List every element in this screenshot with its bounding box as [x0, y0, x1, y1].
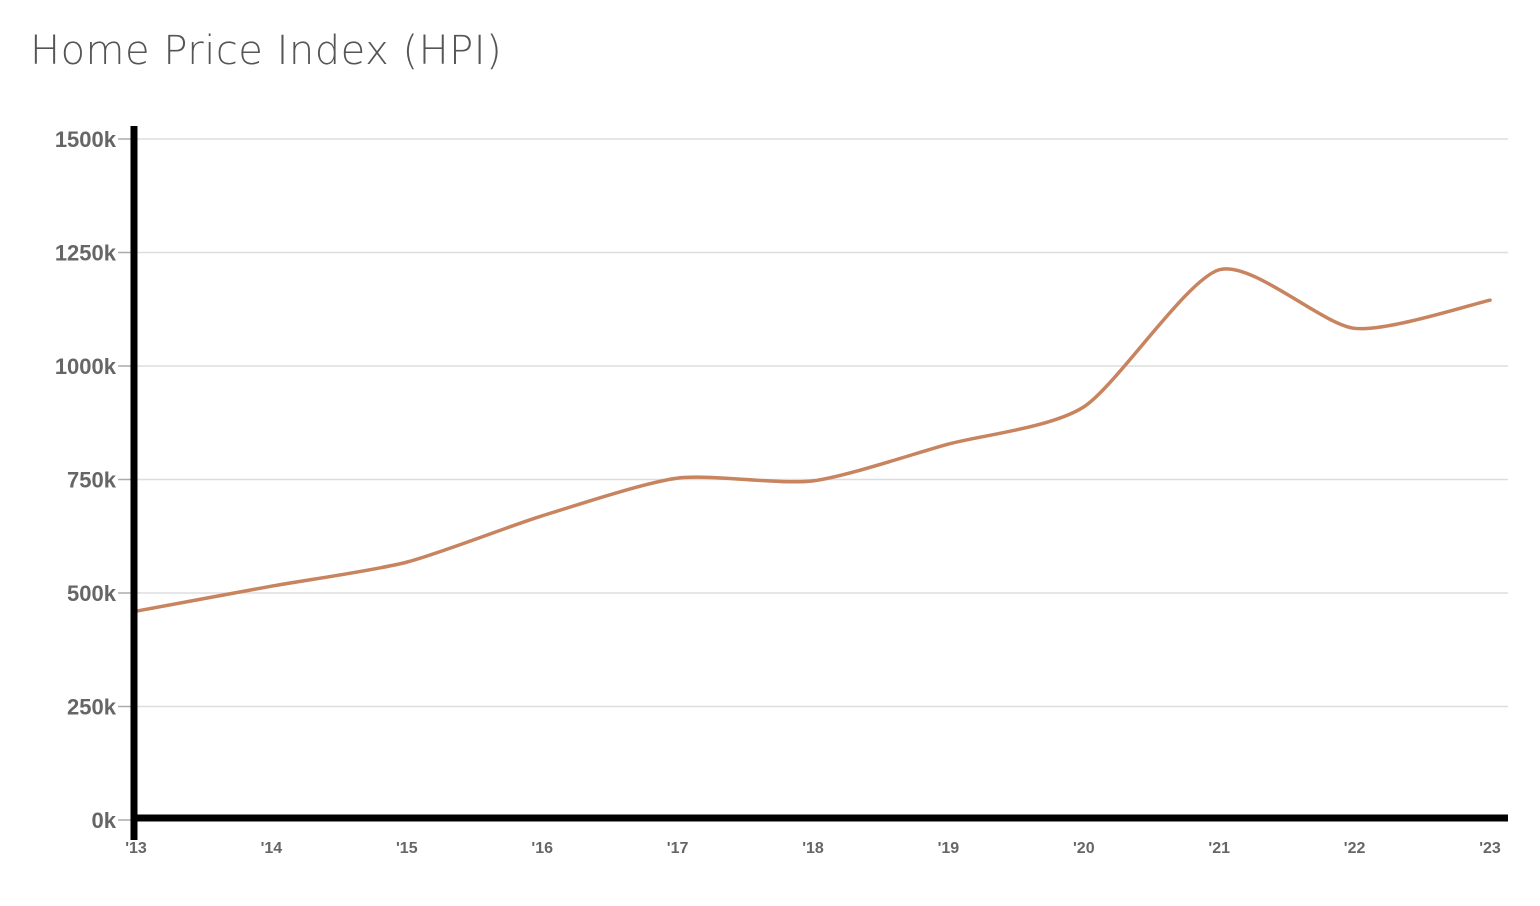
x-tick-label: '15 [396, 840, 418, 857]
y-tick-label: 0k [92, 808, 117, 833]
y-tick-label: 500k [67, 581, 117, 606]
axes [130, 126, 1508, 840]
y-tick-label: 250k [67, 695, 117, 720]
y-tick-label: 1000k [55, 354, 117, 379]
series-layer [134, 267, 1492, 613]
x-tick-label: '20 [1073, 840, 1095, 857]
y-tick-label: 1250k [55, 241, 117, 266]
x-axis-ticks: '13 '14 '15 '16 '17 '18 '19 '20 '21 '22 '23 [125, 840, 1501, 857]
series-line [134, 267, 1492, 613]
x-tick-label: '19 [938, 840, 960, 857]
y-tick-label: 1500k [55, 127, 117, 152]
y-tick-label: 750k [67, 468, 117, 493]
x-tick-label: '23 [1479, 840, 1501, 857]
x-tick-label: '22 [1344, 840, 1366, 857]
x-tick-label: '14 [261, 840, 283, 857]
y-axis-ticks: 0k 250k 500k 750k 1000k 1250k 1500k [55, 127, 117, 833]
x-tick-label: '17 [667, 840, 689, 857]
x-tick-label: '16 [531, 840, 553, 857]
x-tick-label: '21 [1208, 840, 1230, 857]
chart-title: Home Price Index (HPI) [30, 28, 503, 74]
x-tick-label: '18 [802, 840, 824, 857]
x-tick-label: '13 [125, 840, 147, 857]
